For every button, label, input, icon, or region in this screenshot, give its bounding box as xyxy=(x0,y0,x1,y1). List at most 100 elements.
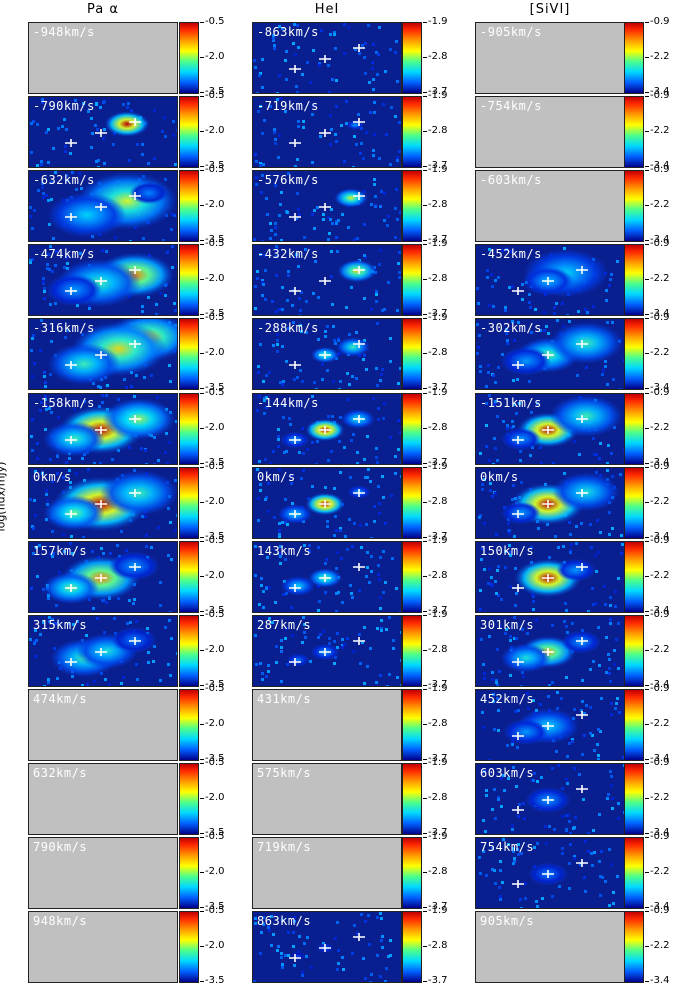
noise-pixel xyxy=(513,534,516,538)
noise-pixel xyxy=(174,478,177,482)
noise-pixel xyxy=(301,974,304,978)
noise-pixel xyxy=(290,473,293,477)
noise-pixel xyxy=(284,520,287,524)
noise-pixel xyxy=(273,128,276,132)
noise-pixel xyxy=(40,319,43,323)
noise-pixel xyxy=(81,683,84,686)
noise-pixel xyxy=(521,298,524,302)
noise-pixel xyxy=(299,324,302,328)
noise-pixel xyxy=(88,307,91,311)
noise-pixel xyxy=(496,568,499,572)
channel-map-panel: -632km/s xyxy=(28,170,178,243)
colorbar-tick-label: -2.8 xyxy=(423,495,448,507)
noise-pixel xyxy=(128,598,131,602)
noise-pixel xyxy=(556,690,559,694)
noise-pixel xyxy=(598,456,601,460)
noise-pixel xyxy=(295,217,298,221)
noise-pixel xyxy=(157,525,160,529)
nucleus-cross-marker xyxy=(512,583,524,592)
noise-pixel xyxy=(561,852,564,856)
noise-pixel xyxy=(514,603,517,607)
noise-pixel xyxy=(255,176,258,180)
noise-pixel xyxy=(265,197,268,201)
noise-pixel xyxy=(42,620,45,624)
colorbar-tick-label: -3.7 xyxy=(423,975,448,987)
channel-map-panel: -576km/s xyxy=(252,170,402,243)
noise-pixel xyxy=(392,638,395,642)
nucleus-cross-marker xyxy=(319,944,331,953)
noise-pixel xyxy=(280,956,283,960)
noise-pixel xyxy=(277,427,280,431)
noise-pixel xyxy=(276,333,279,337)
noise-pixel xyxy=(41,471,44,475)
colorbar-tick-label: -3.5 xyxy=(200,975,225,987)
noise-pixel xyxy=(518,401,521,405)
noise-pixel xyxy=(364,42,367,45)
noise-pixel xyxy=(172,134,175,138)
noise-pixel xyxy=(336,250,339,254)
colorbar-tick-label: -1.9 xyxy=(423,460,448,472)
noise-pixel xyxy=(276,339,279,343)
colorbar xyxy=(624,837,644,910)
colorbar xyxy=(179,911,199,984)
noise-pixel xyxy=(399,211,401,215)
nucleus-cross-marker xyxy=(353,636,365,645)
noise-pixel xyxy=(353,135,356,139)
noise-pixel xyxy=(363,56,366,59)
velocity-label: 790km/s xyxy=(33,840,88,855)
noise-pixel xyxy=(515,636,518,640)
noise-pixel xyxy=(294,165,297,168)
noise-pixel xyxy=(41,98,44,102)
noise-pixel xyxy=(380,626,383,630)
noise-pixel xyxy=(99,461,102,464)
colorbar-tick-label: -2.8 xyxy=(423,273,448,285)
noise-pixel xyxy=(478,856,481,860)
noise-pixel xyxy=(123,378,126,382)
noise-pixel xyxy=(372,154,375,158)
noise-pixel xyxy=(254,544,257,548)
noise-pixel xyxy=(99,106,102,110)
colorbar-tick-label: -1.9 xyxy=(423,90,448,102)
noise-pixel xyxy=(543,329,546,333)
noise-pixel xyxy=(142,237,145,241)
noise-pixel xyxy=(147,296,150,300)
noise-pixel xyxy=(601,373,604,377)
colorbar-tick-label: -2.0 xyxy=(200,199,225,211)
velocity-label: 0km/s xyxy=(480,469,519,484)
noise-pixel xyxy=(375,293,378,297)
noise-pixel xyxy=(371,67,374,70)
noise-pixel xyxy=(274,226,277,230)
noise-pixel xyxy=(501,353,504,357)
noise-pixel xyxy=(145,544,148,548)
noise-pixel xyxy=(494,446,497,450)
noise-pixel xyxy=(497,276,500,280)
noise-pixel xyxy=(584,840,587,844)
channel-map-panel: -158km/s xyxy=(28,392,178,465)
emission-blob xyxy=(501,427,541,450)
noise-pixel xyxy=(313,227,316,231)
noise-pixel xyxy=(287,270,290,274)
noise-pixel xyxy=(398,150,401,154)
noise-pixel xyxy=(33,209,36,213)
noise-pixel xyxy=(301,426,304,430)
colorbar-tick-label: -0.9 xyxy=(645,534,670,546)
colorbar-tick-label: -3.7 xyxy=(423,234,448,246)
noise-pixel xyxy=(485,794,488,797)
noise-pixel xyxy=(548,683,551,686)
noise-pixel xyxy=(548,825,551,828)
noise-pixel xyxy=(75,188,78,192)
noise-pixel xyxy=(127,102,130,106)
noise-pixel xyxy=(563,471,566,475)
noise-pixel xyxy=(170,557,173,561)
colorbar-tick-label: -0.9 xyxy=(645,238,670,250)
noise-pixel xyxy=(516,686,519,687)
channel-map-panel: -790km/s xyxy=(28,96,178,169)
emission-blob xyxy=(503,719,549,745)
noise-pixel xyxy=(259,164,262,168)
noise-pixel xyxy=(258,394,261,398)
noise-pixel xyxy=(273,47,276,50)
colorbar-tick-label: -3.5 xyxy=(200,604,225,616)
noise-pixel xyxy=(367,914,370,918)
noise-pixel xyxy=(616,260,619,264)
channel-map-panel: -452km/s xyxy=(475,244,625,317)
